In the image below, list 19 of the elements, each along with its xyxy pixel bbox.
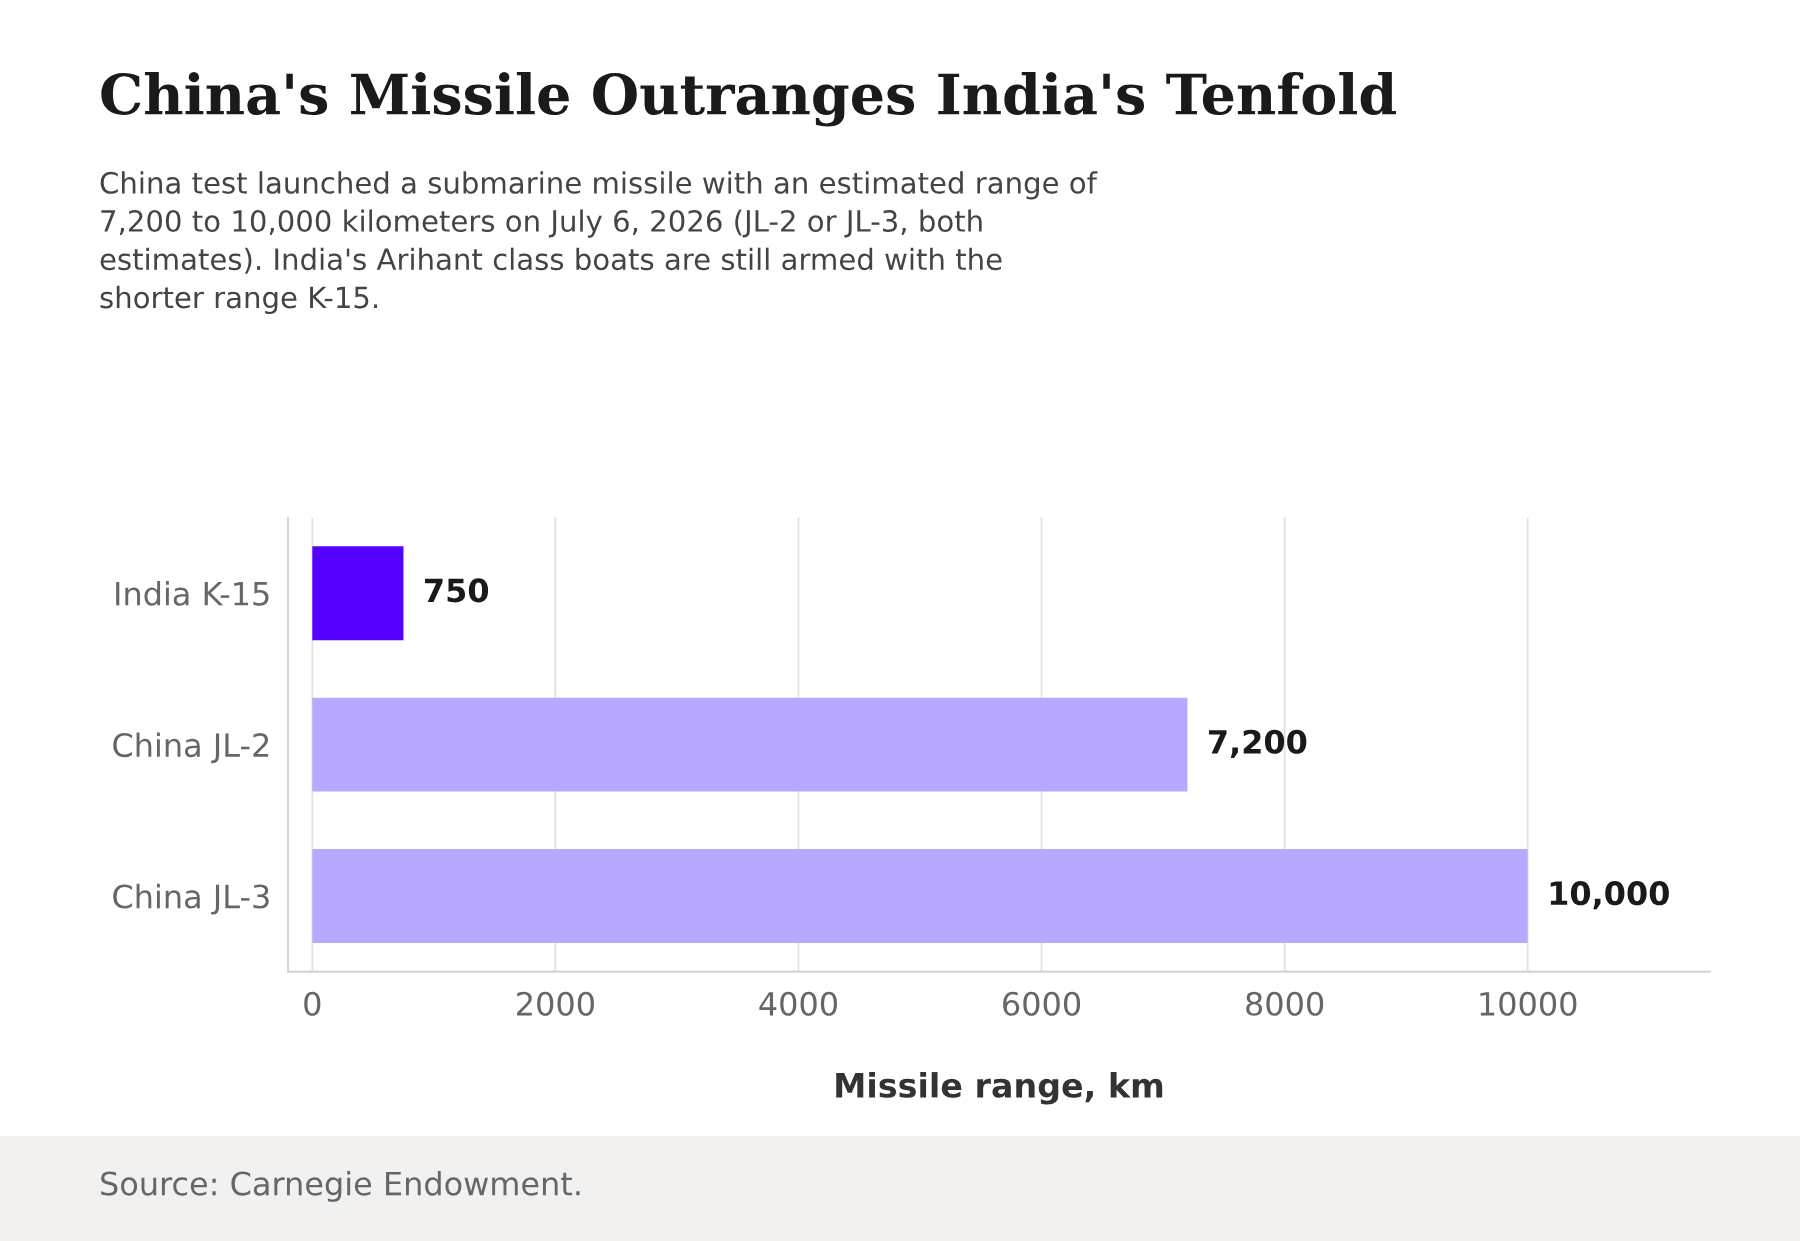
y-tick-label: China JL-2 xyxy=(113,732,269,764)
chart-title: China's Missile Outranges India's Tenfold xyxy=(101,72,1396,127)
bar xyxy=(312,546,404,641)
x-tick-label: 4000 xyxy=(759,991,837,1016)
x-tick-label: 2000 xyxy=(517,991,594,1016)
x-tick-label: 6000 xyxy=(1003,991,1081,1016)
x-axis-title: Missile range, km xyxy=(836,1072,1163,1105)
bar xyxy=(312,697,1188,792)
x-tick-label: 0 xyxy=(304,991,321,1016)
data-label: 750 xyxy=(425,578,489,603)
bar xyxy=(312,849,1528,943)
x-tick-label: 8000 xyxy=(1246,991,1324,1016)
y-tick-label: China JL-3 xyxy=(113,883,269,915)
x-tick-label: 10000 xyxy=(1480,991,1577,1016)
data-label: 7,200 xyxy=(1208,729,1307,758)
data-label: 10,000 xyxy=(1550,881,1669,910)
chart-subtitle: China test launched a submarine missile with an estimated range of 7,200 to 10,000 kilometers on July 6, 2026 (JL-2 or JL-3, both estimates). India's Arihant class boats are still armed with the shorter range K-15. xyxy=(100,171,1098,315)
source-note: Source: Carnegie Endowment. xyxy=(101,1170,580,1202)
y-tick-label: India K-15 xyxy=(116,581,269,606)
